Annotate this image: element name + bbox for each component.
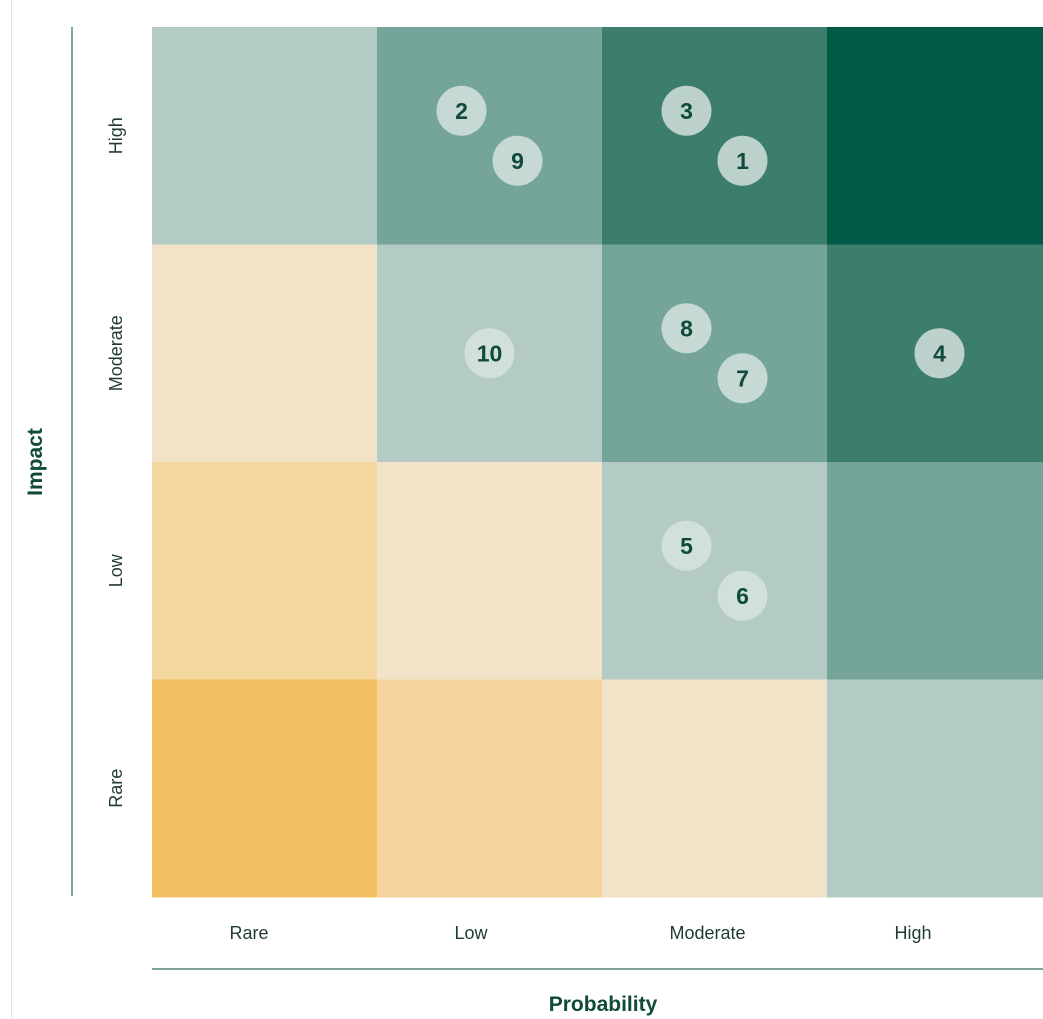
risk-marker-circle [661,303,712,354]
y-tick-label-high: High [106,117,126,154]
risk-marker-1: 1 [717,135,768,186]
y-tick-label-rare: Rare [106,769,126,808]
y-axis-title: Impact [24,428,47,496]
risk-marker-7: 7 [717,353,768,404]
risk-marker-circle [717,353,768,404]
risk-marker-circle [436,85,487,136]
risk-markers: 2 9 3 1 10 8 7 4 5 6 [436,85,965,621]
x-tick-label-high: High [895,923,932,943]
y-tick-label-moderate: Moderate [106,315,126,391]
x-tick-label-rare: Rare [230,923,269,943]
cell-high-probability-high-impact [827,27,1043,245]
risk-marker-label: 1 [736,148,749,174]
cell-rare-probability-low-impact [152,462,378,680]
risk-marker-6: 6 [717,570,768,621]
risk-marker-circle [717,570,768,621]
risk-marker-label: 8 [680,315,693,341]
risk-marker-circle [661,85,712,136]
x-axis-title: Probability [549,993,658,1016]
risk-marker-circle [492,135,543,186]
risk-marker-label: 10 [477,340,503,366]
risk-marker-label: 5 [680,533,693,559]
risk-marker-4: 4 [914,328,965,379]
risk-marker-8: 8 [661,303,712,354]
risk-marker-9: 9 [492,135,543,186]
risk-marker-circle [914,328,965,379]
risk-marker-label: 7 [736,365,749,391]
risk-marker-3: 3 [661,85,712,136]
risk-marker-label: 4 [933,340,946,366]
risk-marker-circle [717,135,768,186]
risk-marker-circle [464,328,515,379]
cell-low-probability-high-impact [377,27,603,245]
cell-low-probability-rare-impact [377,679,603,898]
x-tick-labels: Rare Low Moderate High [230,923,932,943]
risk-marker-circle [661,520,712,571]
risk-marker-label: 2 [455,98,468,124]
cell-rare-probability-high-impact [152,27,378,245]
cell-low-probability-low-impact [377,462,603,680]
x-tick-label-low: Low [455,923,489,943]
risk-marker-label: 9 [511,148,524,174]
risk-marker-label: 6 [736,583,749,609]
risk-marker-10: 10 [464,328,515,379]
x-tick-label-moderate: Moderate [670,923,746,943]
y-tick-label-low: Low [106,553,126,587]
page-edge-line [11,0,12,1019]
cell-moderate-probability-low-impact [602,462,828,680]
cell-moderate-probability-moderate-impact [602,244,828,463]
cell-rare-probability-moderate-impact [152,244,378,463]
risk-marker-5: 5 [661,520,712,571]
cell-moderate-probability-rare-impact [602,679,828,898]
cell-high-probability-low-impact [827,462,1043,680]
cell-rare-probability-rare-impact [152,679,378,898]
heatmap-cells [152,27,1043,898]
risk-marker-label: 3 [680,98,693,124]
y-tick-labels: Rare Low Moderate High [106,117,126,808]
cell-high-probability-rare-impact [827,679,1043,898]
cell-moderate-probability-high-impact [602,27,828,245]
risk-marker-2: 2 [436,85,487,136]
